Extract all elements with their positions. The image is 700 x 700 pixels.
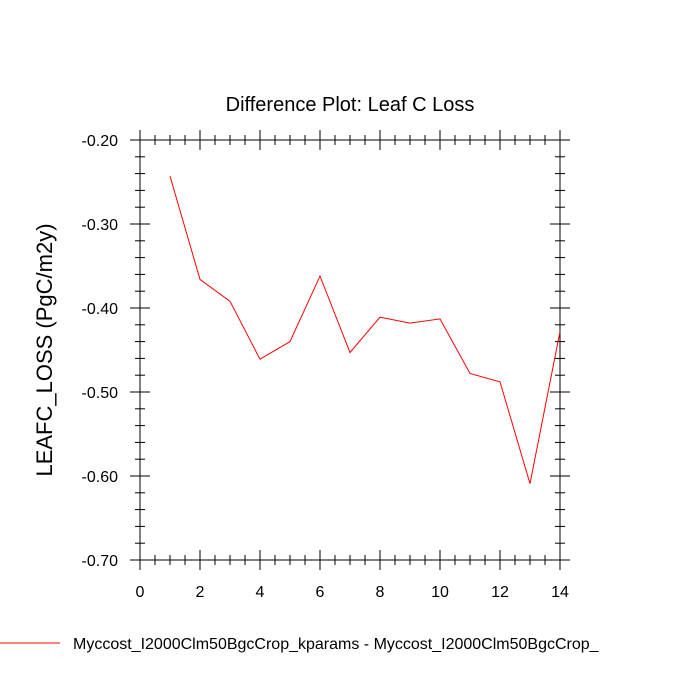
series-layer xyxy=(169,175,561,484)
legend-label: Myccost_I2000Clm50BgcCrop_kparams - Mycc… xyxy=(73,636,600,653)
x-axis: 0 2 4 6 8 10 12 14 xyxy=(136,130,569,601)
y-tick-label: -0.50 xyxy=(82,385,119,402)
y-tick-label: -0.40 xyxy=(82,301,119,318)
minor-ticks xyxy=(135,135,565,565)
x-tick-label: 8 xyxy=(376,584,385,601)
series-line xyxy=(169,175,561,484)
y-tick-label: -0.20 xyxy=(82,133,119,150)
x-tick-label: 14 xyxy=(551,584,569,601)
y-axis-label: LEAFC_LOSS (PgC/m2y) xyxy=(32,223,57,476)
y-tick-label: -0.70 xyxy=(82,553,119,570)
x-tick-label: 2 xyxy=(196,584,205,601)
y-tick-label: -0.30 xyxy=(82,217,119,234)
x-tick-label: 12 xyxy=(491,584,509,601)
legend: Myccost_I2000Clm50BgcCrop_kparams - Mycc… xyxy=(0,636,600,653)
y-axis: -0.70 -0.60 -0.50 -0.40 -0.30 -0.20 xyxy=(82,133,570,570)
x-tick-label: 4 xyxy=(256,584,265,601)
x-tick-label: 6 xyxy=(316,584,325,601)
chart-title: Difference Plot: Leaf C Loss xyxy=(226,94,475,116)
y-tick-label: -0.60 xyxy=(82,469,119,486)
x-tick-label: 0 xyxy=(136,584,145,601)
plot-frame xyxy=(139,139,561,561)
x-tick-label: 10 xyxy=(431,584,449,601)
